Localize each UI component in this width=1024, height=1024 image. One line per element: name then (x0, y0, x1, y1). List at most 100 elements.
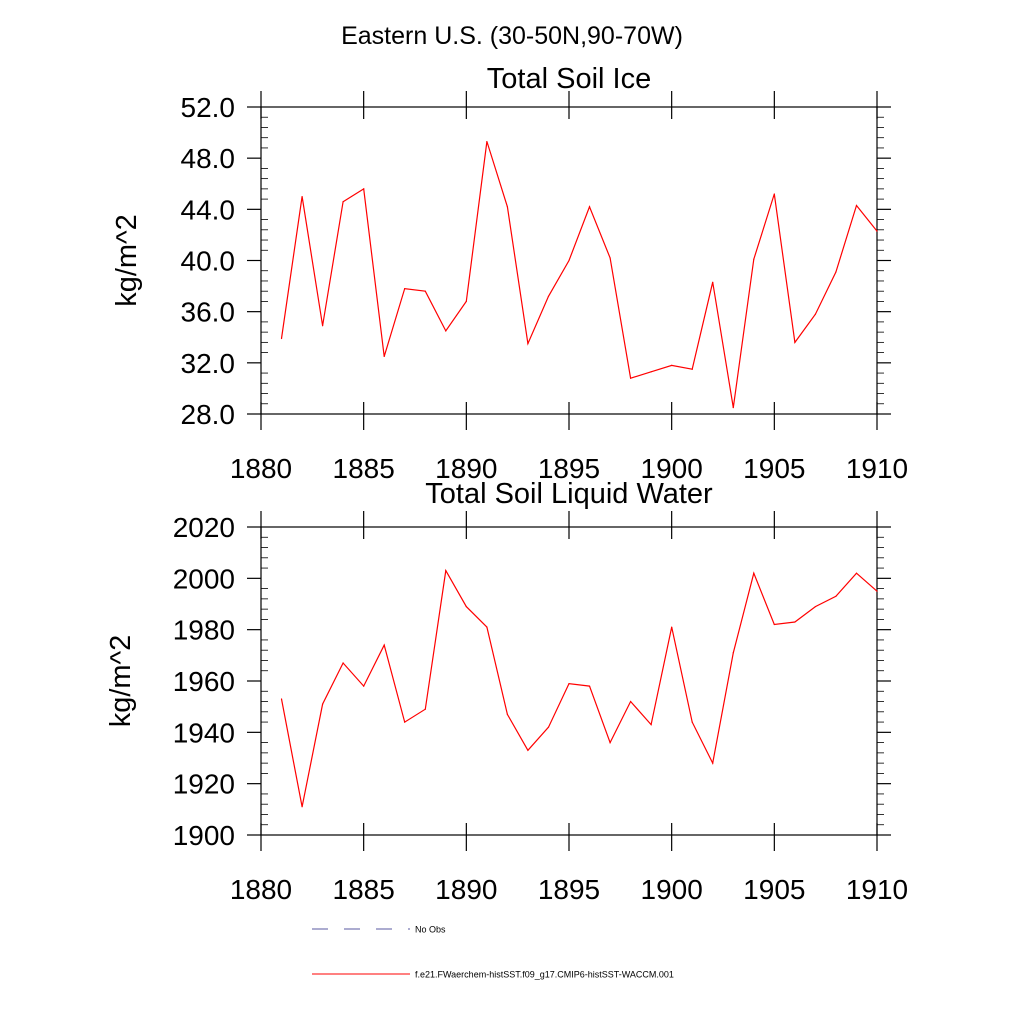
y-tick-label: 1980 (173, 615, 235, 646)
chart-panel-2: Total Soil Liquid Water kg/m^2 1880 1885 189… (105, 478, 908, 905)
x-tick-label: 1905 (743, 874, 805, 905)
data-point (383, 644, 385, 646)
y-tick-label: 44.0 (181, 194, 236, 225)
data-point (363, 685, 365, 687)
x-tick-label: 1890 (435, 453, 497, 484)
data-point (773, 623, 775, 626)
figure-title: Eastern U.S. (30-50N,90-70W) (341, 22, 683, 50)
data-point (363, 188, 365, 190)
chart-title: Total Soil Liquid Water (425, 478, 713, 510)
x-tick-label: 1910 (846, 453, 908, 484)
x-tick-label: 1880 (230, 453, 292, 484)
x-tick-label: 1900 (641, 874, 703, 905)
x-tick-label: 1895 (538, 874, 600, 905)
data-point (465, 300, 467, 303)
y-tick-label: 2020 (173, 512, 235, 543)
plot-frame (260, 526, 878, 836)
y-tick-label: 1920 (173, 769, 235, 800)
data-point (650, 724, 652, 726)
y-tick-label: 2000 (173, 563, 235, 594)
data-point (547, 726, 550, 728)
data-point (650, 371, 652, 373)
data-point (876, 230, 878, 232)
data-point (712, 281, 714, 283)
series-line (280, 141, 878, 408)
data-point (671, 364, 673, 366)
x-tick-label: 1895 (538, 453, 600, 484)
data-point (280, 337, 283, 340)
data-point (588, 206, 591, 208)
y-tick-label: 52.0 (181, 92, 236, 123)
data-point (280, 698, 283, 700)
chart-title: Total Soil Ice (487, 63, 651, 95)
data-point (609, 742, 611, 744)
data-point (691, 368, 693, 370)
data-point (445, 330, 447, 332)
data-point (814, 605, 817, 608)
data-point (547, 295, 550, 297)
x-tick-label: 1885 (333, 453, 395, 484)
y-tick-label: 28.0 (181, 399, 236, 430)
y-tick-label: 1960 (173, 666, 235, 697)
data-point (342, 201, 344, 203)
data-point (876, 590, 878, 592)
data-point (753, 572, 755, 574)
chart-panel-1: Total Soil Ice kg/m^2 1880 1885 1890 1895 1900… (111, 63, 908, 484)
x-tick-label: 1880 (230, 874, 292, 905)
x-tick-label: 1885 (333, 874, 395, 905)
data-point (732, 407, 734, 409)
data-point (712, 762, 714, 764)
data-point (404, 288, 406, 290)
data-point (527, 343, 529, 345)
y-axis-label: kg/m^2 (111, 214, 143, 307)
series-line (280, 568, 878, 807)
x-tick-label: 1890 (435, 874, 497, 905)
data-point (424, 290, 426, 292)
data-point (691, 721, 693, 723)
y-tick-label: 48.0 (181, 143, 236, 174)
legend-label-1: No Obs (415, 925, 446, 935)
data-point (322, 325, 324, 327)
data-point (855, 204, 858, 207)
data-point (322, 703, 324, 705)
data-point (527, 749, 529, 751)
x-tick-label: 1910 (846, 874, 908, 905)
data-point (486, 626, 488, 628)
y-tick-label: 1940 (173, 717, 235, 748)
data-point (794, 621, 796, 623)
y-tick-label: 40.0 (181, 246, 236, 277)
data-point (814, 313, 817, 315)
data-point (568, 682, 570, 685)
data-point (855, 572, 858, 574)
data-point (342, 662, 344, 664)
data-point (445, 570, 447, 572)
data-point (301, 806, 303, 808)
y-tick-label: 36.0 (181, 297, 236, 328)
data-point (609, 257, 611, 259)
data-point (773, 193, 775, 195)
data-point (301, 195, 303, 198)
y-axis-label: kg/m^2 (105, 635, 137, 728)
data-point (794, 341, 796, 343)
legend-label-2: f.e21.FWaerchem-histSST.f09_g17.CMIP6-hi… (415, 970, 674, 980)
x-tick-label: 1905 (743, 453, 805, 484)
y-tick-label: 1900 (173, 820, 235, 851)
data-point (506, 206, 508, 208)
data-point (424, 708, 426, 710)
data-point (630, 377, 632, 379)
data-point (630, 700, 632, 703)
y-tick-label: 32.0 (181, 348, 236, 379)
data-point (835, 595, 837, 597)
data-point (383, 355, 385, 358)
legend: No Obs f.e21.FWaerchem-histSST.f09_g17.CM… (312, 925, 674, 980)
data-point (753, 258, 755, 260)
data-point (506, 713, 508, 715)
data-point (835, 271, 837, 273)
data-point (465, 605, 467, 608)
data-point (588, 685, 591, 687)
x-tick-label: 1900 (641, 453, 703, 484)
data-point (671, 626, 673, 628)
data-point (486, 140, 488, 143)
data-point (732, 652, 734, 654)
